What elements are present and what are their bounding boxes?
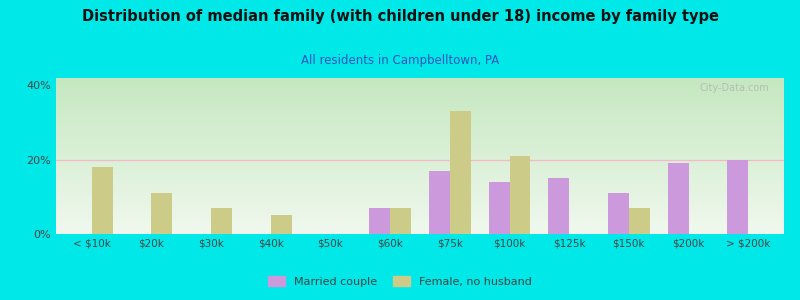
Bar [390,208,411,234]
Text: All residents in Campbelltown, PA: All residents in Campbelltown, PA [301,54,499,67]
Legend: Married couple, Female, no husband: Married couple, Female, no husband [264,272,536,291]
Bar [548,178,569,234]
Text: Distribution of median family (with children under 18) income by family type: Distribution of median family (with chil… [82,9,718,24]
Bar [429,171,450,234]
Bar [370,208,390,234]
Bar [151,193,172,234]
Bar [489,182,510,234]
Bar [727,160,748,234]
Bar [92,167,113,234]
Bar [608,193,629,234]
Text: City-Data.com: City-Data.com [700,83,770,93]
Bar [211,208,232,234]
Bar [510,156,530,234]
Bar [450,111,470,234]
Bar [271,215,292,234]
Bar [668,164,689,234]
Bar [629,208,650,234]
